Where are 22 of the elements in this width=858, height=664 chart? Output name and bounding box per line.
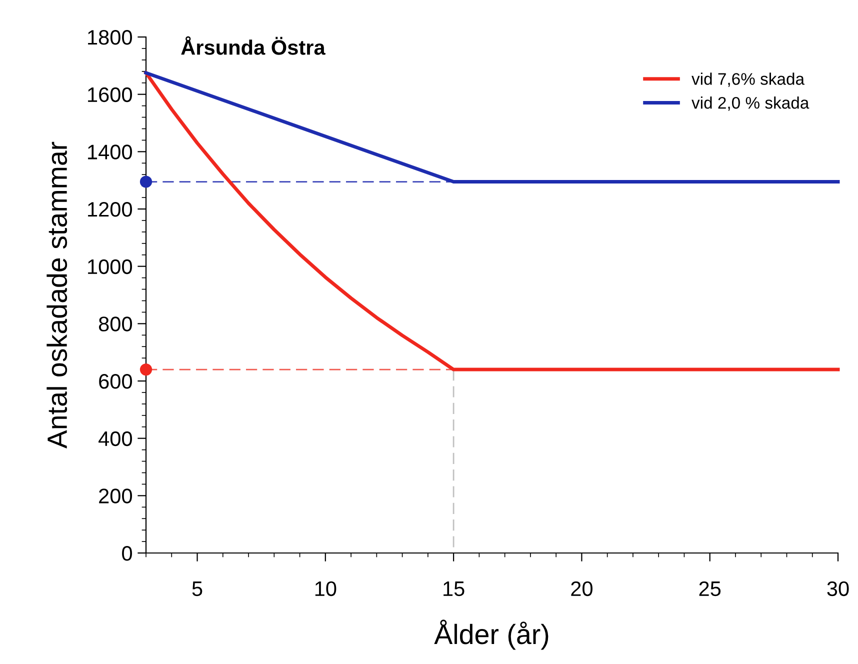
y-tick-label: 1600: [88, 87, 132, 102]
chart-title: Årsunda Östra: [181, 36, 326, 55]
y-axis-title: Antal oskadade stammar: [46, 142, 68, 449]
x-tick-label: 5: [192, 582, 202, 596]
legend-label: vid 7,6% skada: [692, 72, 805, 87]
y-tick-label: 800: [98, 316, 132, 332]
x-tick-label: 30: [827, 581, 849, 596]
x-tick-label: 25: [699, 581, 721, 596]
legend-label: vid 2,0 % skada: [692, 96, 810, 111]
y-tick-label: 1000: [88, 259, 132, 274]
y-tick-label: 0: [122, 546, 132, 561]
x-tick-label: 10: [315, 581, 336, 596]
x-tick-label: 20: [571, 581, 592, 596]
x-axis-title: Ålder (år): [434, 620, 548, 650]
y-tick-label: 600: [99, 374, 132, 389]
y-tick-label: 1800: [88, 30, 132, 45]
y-tick-label: 1400: [88, 144, 132, 160]
line-series: [144, 71, 840, 372]
y-tick-label: 400: [98, 431, 132, 446]
y-tick-label: 200: [99, 488, 132, 504]
x-tick-label: 15: [444, 582, 464, 596]
y-tick-label: 1200: [88, 202, 132, 217]
